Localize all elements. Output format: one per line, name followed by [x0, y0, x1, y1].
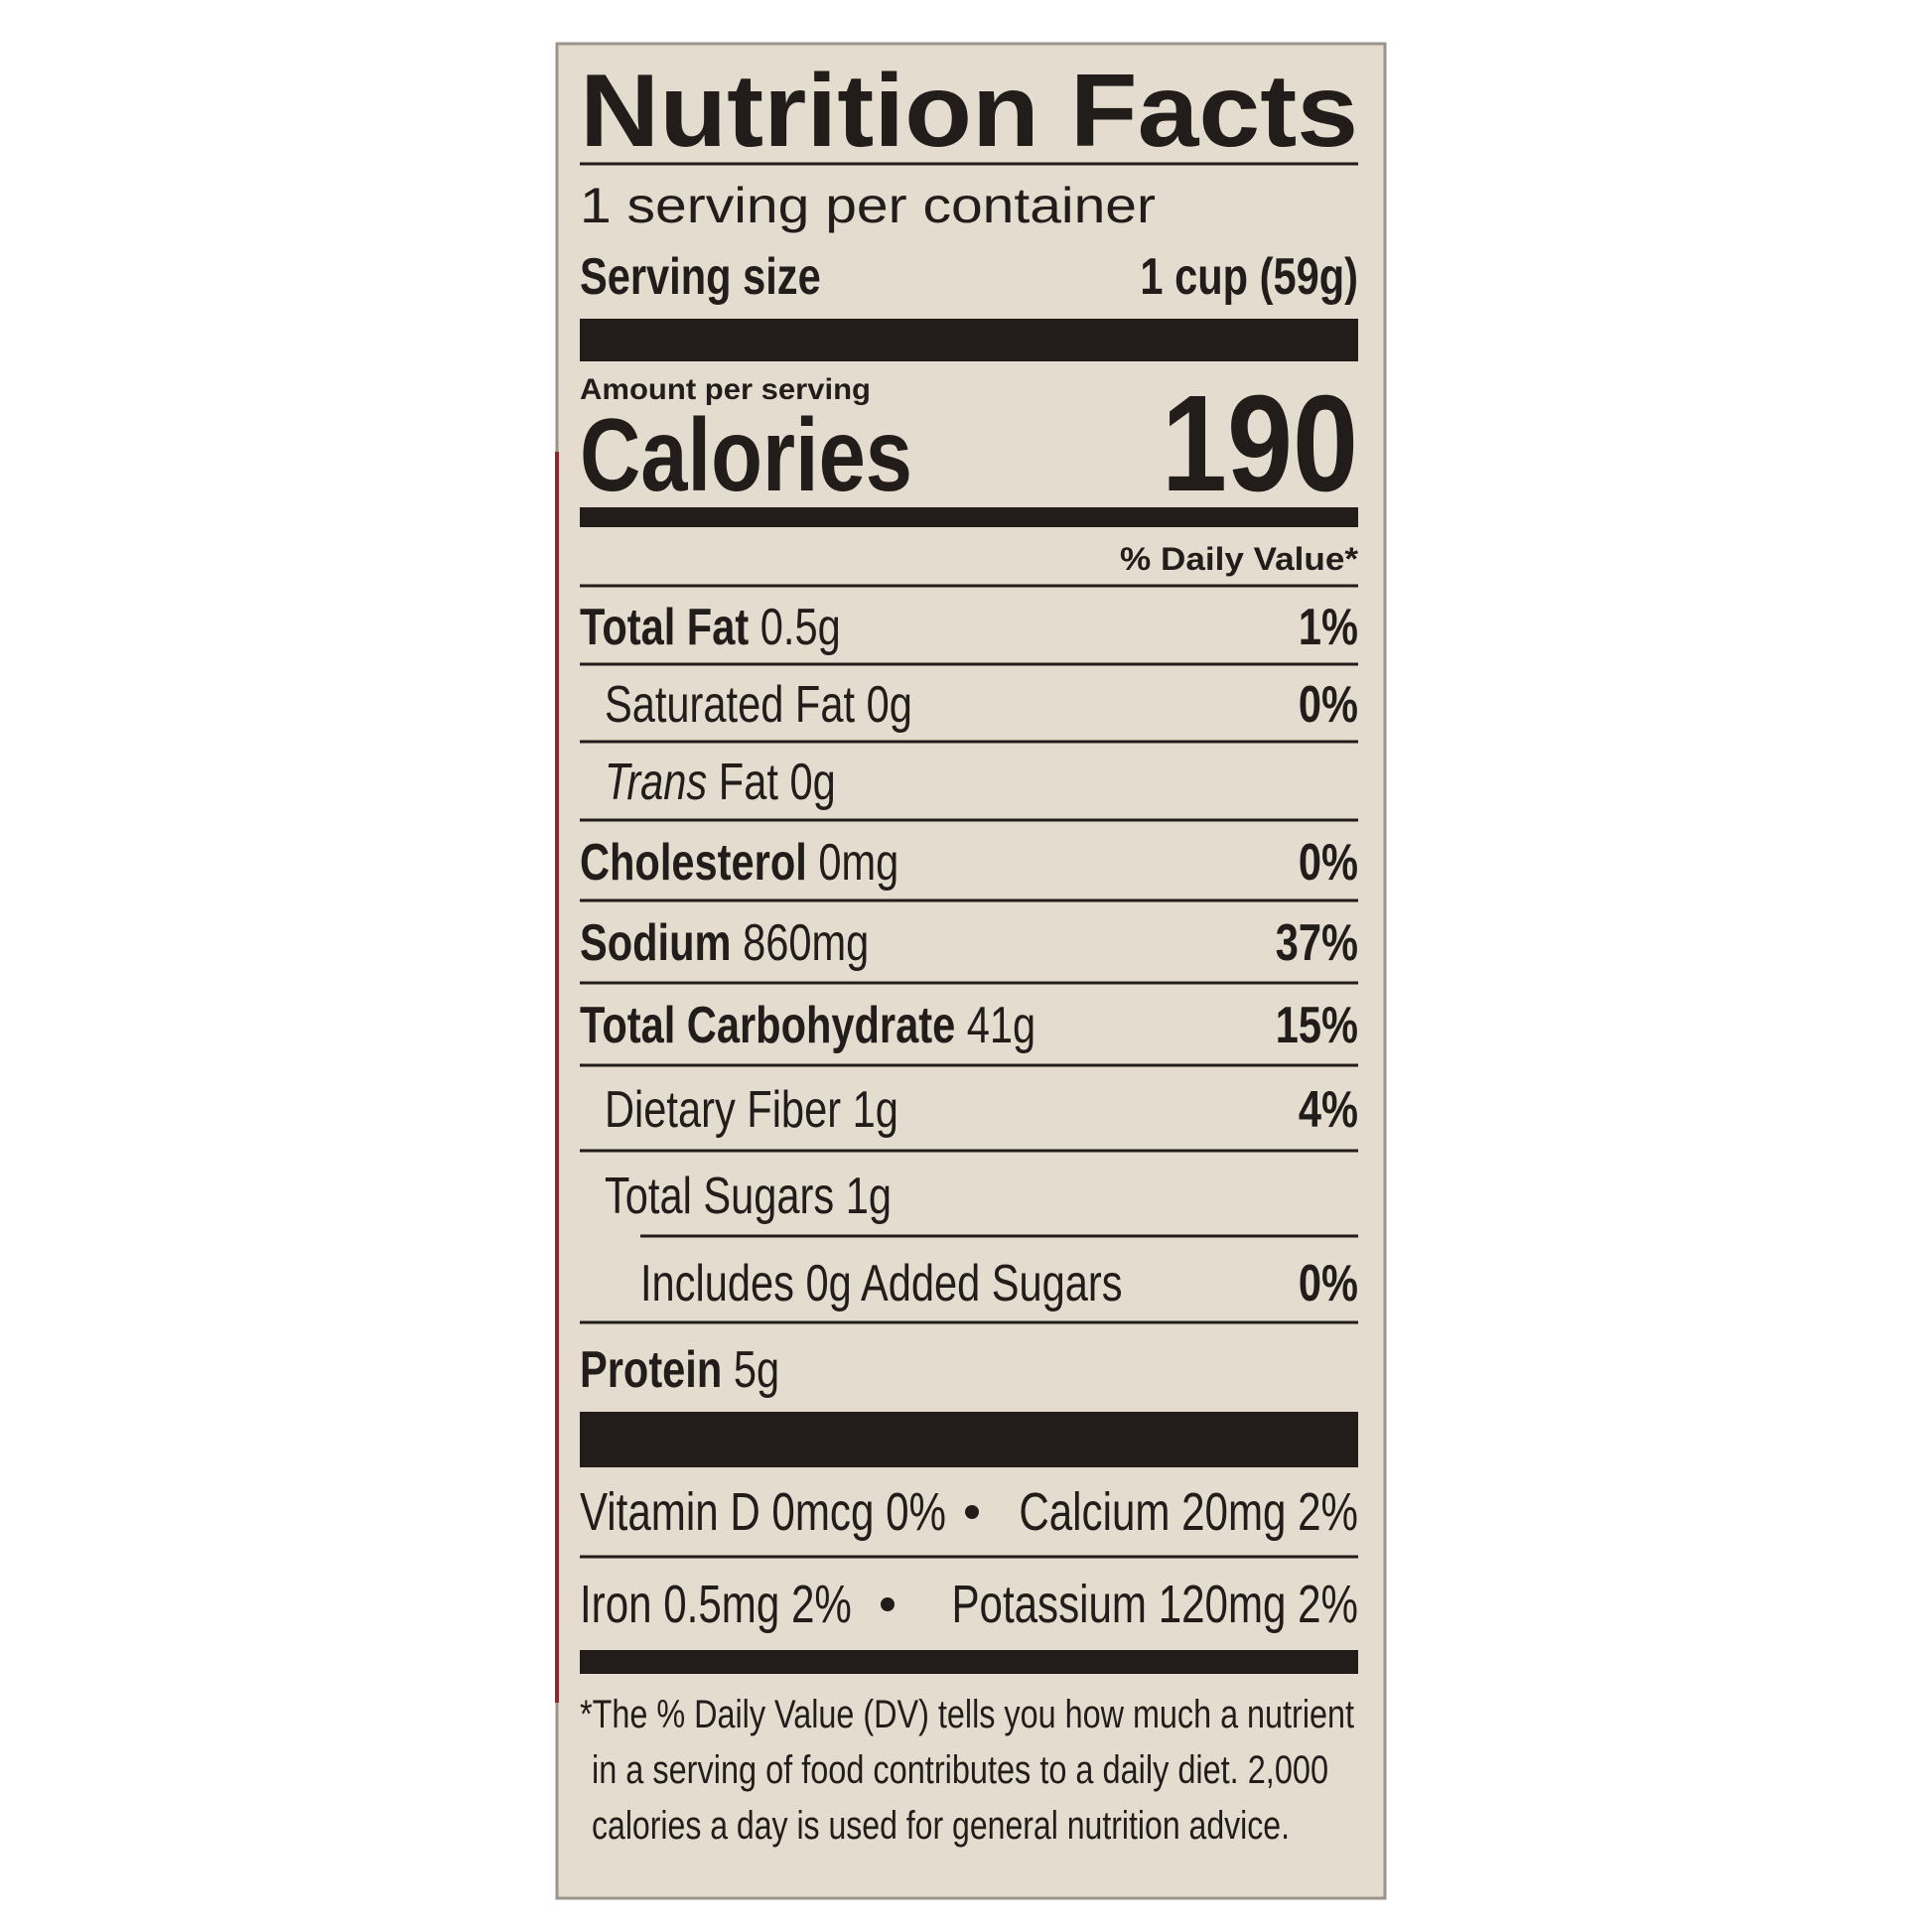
calories-label: Calories: [580, 398, 912, 513]
daily-value: 1%: [1299, 598, 1358, 656]
nutrient-amount: 5g: [734, 1340, 779, 1399]
vitamin-left: Vitamin D 0mcg 0%: [580, 1482, 946, 1542]
nutrient-row: Cholesterol 0mg: [580, 833, 898, 892]
footnote: in a serving of food contributes to a da…: [592, 1748, 1328, 1792]
vitamin-right: Potassium 120mg 2%: [951, 1575, 1358, 1634]
bullet: [965, 1505, 979, 1519]
daily-value: 4%: [1299, 1080, 1358, 1139]
nutrient-amount: 0.5g: [760, 598, 841, 656]
nutrient-row: Sodium 860mg: [580, 913, 869, 972]
nutrient-amount: 0mg: [818, 833, 898, 892]
servings: 1 serving per container: [580, 178, 1156, 233]
title: Nutrition Facts: [580, 54, 1358, 169]
medium-bar: [580, 1650, 1358, 1674]
nutrient-amount: 1g: [846, 1167, 892, 1225]
nutrient-amount: 1g: [853, 1080, 898, 1139]
daily-value: 15%: [1276, 996, 1358, 1054]
nutrient-name: Cholesterol: [580, 833, 807, 892]
thick-bar: [580, 1412, 1358, 1467]
thick-bar: [580, 319, 1358, 361]
daily-value: 0%: [1299, 833, 1358, 892]
serving-size-value: 1 cup (59g): [1140, 247, 1358, 306]
medium-bar: [580, 507, 1358, 527]
nutrient-row: Includes 0g Added Sugars: [640, 1254, 1123, 1312]
nutrient-row: Protein 5g: [580, 1340, 779, 1399]
daily-value: 0%: [1299, 1254, 1358, 1312]
nutrient-name: Total Fat: [580, 598, 749, 656]
footnote: *The % Daily Value (DV) tells you how mu…: [580, 1693, 1354, 1736]
nutrient-name: Total Sugars: [605, 1167, 834, 1225]
edge-strip: [555, 452, 559, 1703]
footnote: calories a day is used for general nutri…: [592, 1804, 1290, 1848]
vitamin-right: Calcium 20mg 2%: [1019, 1482, 1358, 1542]
nutrient-name: Sodium: [580, 913, 732, 972]
nutrient-name: Protein: [580, 1340, 722, 1399]
vitamin-left: Iron 0.5mg 2%: [580, 1575, 852, 1634]
nutrient-row: Total Sugars 1g: [605, 1167, 892, 1225]
nutrient-row: Saturated Fat 0g: [605, 675, 912, 734]
nutrient-row: Total Fat 0.5g: [580, 598, 841, 656]
nutrient-row: Dietary Fiber 1g: [605, 1080, 898, 1139]
nutrient-amount: 41g: [967, 996, 1035, 1054]
nutrient-name: Dietary Fiber: [605, 1080, 841, 1139]
nutrient-italic: Trans: [605, 753, 707, 811]
nutrient-name: Saturated Fat: [605, 675, 855, 734]
amount-per-serving: Amount per serving: [580, 373, 871, 406]
daily-value: 0%: [1299, 675, 1358, 734]
nutrient-amount: 0g: [867, 675, 912, 734]
daily-value-header: % Daily Value*: [1120, 541, 1359, 577]
nutrient-name: Includes 0g Added Sugars: [640, 1254, 1123, 1312]
nutrient-row: Trans Fat 0g: [605, 753, 836, 811]
calories-value: 190: [1162, 367, 1358, 520]
nutrient-name: Total Carbohydrate: [580, 996, 955, 1054]
serving-size-label: Serving size: [580, 247, 821, 306]
nutrient-row: Total Carbohydrate 41g: [580, 996, 1035, 1054]
daily-value: 37%: [1276, 913, 1358, 972]
nutrient-name: Fat: [719, 753, 778, 811]
nutrient-amount: 0g: [789, 753, 835, 811]
nutrient-amount: 860mg: [743, 913, 869, 972]
bullet: [881, 1597, 895, 1611]
